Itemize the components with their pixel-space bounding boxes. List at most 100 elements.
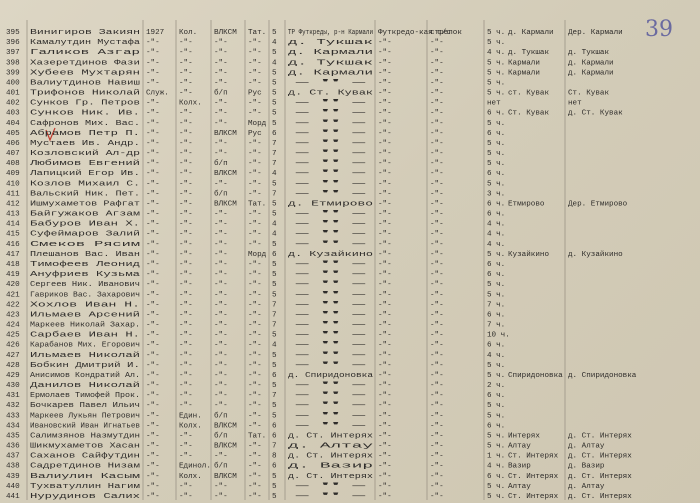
village-council: -"- — [378, 402, 392, 410]
education: 7 — [272, 322, 277, 330]
party: ВЛКСМ — [214, 170, 237, 178]
row-number: 437 — [6, 453, 20, 461]
nationality: Рус — [248, 130, 262, 138]
village: д. Тукшак — [568, 49, 609, 57]
rank: -"- — [430, 211, 444, 219]
education: 5 — [272, 79, 277, 87]
party: -"- — [214, 211, 228, 219]
unit: 5 ч. — [487, 372, 505, 380]
social-status: -"- — [179, 150, 193, 158]
name: Нурудинов Салих — [30, 493, 141, 501]
row-number: 411 — [6, 190, 20, 198]
party: б/п — [214, 431, 228, 440]
party: -"- — [214, 79, 228, 87]
party: -"- — [214, 140, 228, 148]
name: Козлов Михаил С. — [30, 180, 140, 188]
village-council: -"- — [378, 453, 392, 461]
name: Мустаев Ив. Андр. — [30, 140, 140, 148]
row-number: 414 — [6, 221, 20, 229]
social-status: -"- — [179, 271, 193, 279]
unit: 5 ч. — [487, 39, 505, 47]
year: -"- — [146, 170, 160, 178]
place: Ст. Кувак — [508, 110, 549, 118]
row-number: 421 — [6, 291, 20, 299]
nationality: -"- — [248, 271, 262, 279]
party: -"- — [214, 352, 228, 360]
social-status: -"- — [179, 251, 193, 259]
village: д. Кармали — [568, 59, 614, 67]
rank: -"- — [430, 483, 444, 491]
name: Тимофеев Леонид — [30, 261, 141, 269]
nationality: -"- — [248, 402, 262, 410]
rank: -"- — [430, 473, 444, 481]
unit: 5 ч. — [487, 59, 505, 67]
nationality: -"- — [248, 79, 262, 87]
address: -"- — [288, 301, 373, 309]
year: -"- — [146, 352, 160, 360]
name: Гавриков Вас. Захарович — [30, 291, 140, 299]
address: -"- — [288, 291, 373, 299]
unit: 5 ч. — [487, 79, 505, 87]
address: -"- — [288, 140, 373, 148]
social-status: -"- — [179, 432, 193, 440]
row-number: 431 — [6, 392, 20, 400]
year: -"- — [146, 493, 160, 501]
place: Алтау — [508, 443, 531, 451]
unit: 5 ч. — [487, 493, 505, 501]
village-council: -"- — [378, 130, 392, 138]
address: д. Кузайкино — [288, 250, 374, 259]
party: -"- — [214, 69, 228, 77]
year: -"- — [146, 211, 160, 219]
rank: -"- — [430, 443, 444, 451]
year: -"- — [146, 463, 160, 471]
rank: -"- — [430, 100, 444, 108]
village-council: -"- — [378, 100, 392, 108]
year: -"- — [146, 261, 160, 269]
education: 4 — [272, 221, 277, 229]
address: д. Ст. Интерях — [288, 453, 374, 461]
education: 8 — [272, 453, 277, 461]
education: 5 — [272, 271, 277, 279]
address: д. Етмирово — [288, 200, 374, 208]
party: -"- — [214, 231, 228, 239]
name: Винигиров Закиян — [30, 29, 140, 37]
social-status: -"- — [179, 493, 193, 501]
rank: -"- — [430, 412, 444, 420]
village: Дер. Кармали — [568, 29, 623, 37]
social-status: -"- — [179, 130, 193, 138]
social-status: -"- — [179, 160, 193, 168]
name: Ивановский Иван Игнатьев — [30, 421, 140, 430]
village-council: -"- — [378, 261, 392, 269]
party: -"- — [214, 150, 228, 158]
name: Данилов Николай — [30, 381, 140, 390]
row-number: 430 — [6, 382, 20, 390]
year: -"- — [146, 39, 160, 47]
address: д. Ст. Интерях — [288, 432, 374, 440]
year: -"- — [146, 59, 160, 67]
social-status: Колх. — [179, 473, 202, 481]
education: 5 — [272, 291, 277, 299]
row-number: 409 — [6, 170, 20, 178]
nationality: Морд — [248, 120, 267, 128]
education: 5 — [272, 332, 277, 340]
education: 4 — [272, 59, 277, 67]
year: -"- — [146, 160, 160, 168]
address: -"- — [288, 100, 373, 108]
address: д. Ст. Интерях — [288, 473, 374, 481]
education: 5 — [272, 412, 277, 420]
social-status: -"- — [179, 180, 193, 188]
party: -"- — [214, 453, 228, 461]
party: ВЛКСМ — [214, 130, 237, 138]
village-council: -"- — [378, 221, 392, 229]
education: 7 — [272, 311, 277, 319]
nationality: -"- — [248, 49, 262, 57]
address: -"- — [288, 422, 373, 430]
address: -"- — [288, 342, 373, 350]
party: б/п — [214, 159, 228, 168]
unit: 5 ч. — [487, 402, 505, 410]
social-status: -"- — [179, 170, 193, 178]
row-number: 399 — [6, 69, 20, 77]
social-status: -"- — [179, 332, 193, 340]
name: Сафронов Мих. Вас. — [30, 120, 140, 128]
